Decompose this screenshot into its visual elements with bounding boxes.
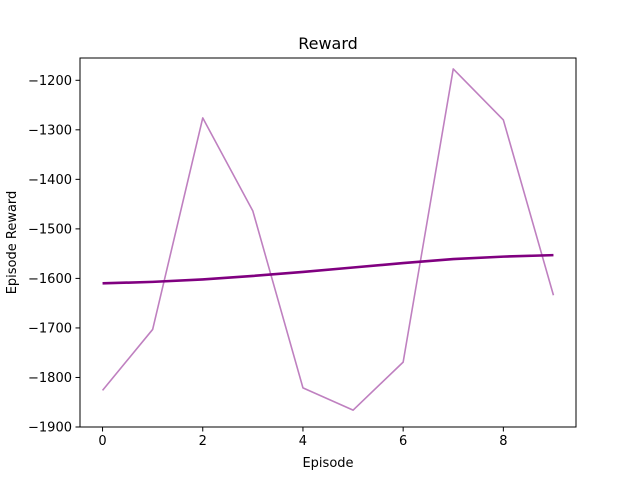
y-tick-label: −1500 — [28, 222, 72, 237]
series-line-1 — [101, 68, 555, 411]
series-layer — [101, 68, 555, 411]
y-tick-label: −1900 — [28, 421, 72, 436]
x-tick-label: 0 — [98, 434, 106, 449]
series-line-2 — [102, 253, 554, 285]
x-tick-label: 6 — [399, 434, 407, 449]
x-tick-label: 8 — [499, 434, 507, 449]
y-tick-label: −1400 — [28, 173, 72, 188]
y-axis-label: Episode Reward — [5, 191, 20, 295]
y-tick-label: −1700 — [28, 321, 72, 336]
y-tick-label: −1200 — [28, 74, 72, 89]
x-tick-label: 2 — [199, 434, 207, 449]
chart-title: Reward — [298, 34, 358, 53]
x-axis-ticks: 0 2 4 6 8 — [98, 427, 507, 449]
y-tick-label: −1600 — [28, 272, 72, 287]
y-tick-label: −1300 — [28, 123, 72, 138]
y-tick-label: −1800 — [28, 371, 72, 386]
x-axis-label: Episode — [302, 456, 353, 471]
x-tick-label: 4 — [299, 434, 307, 449]
plot-area-frame — [79, 57, 577, 428]
y-axis-ticks: −1900 −1800 −1700 −1600 −1500 −1400 −1300 −1200 — [28, 74, 80, 436]
